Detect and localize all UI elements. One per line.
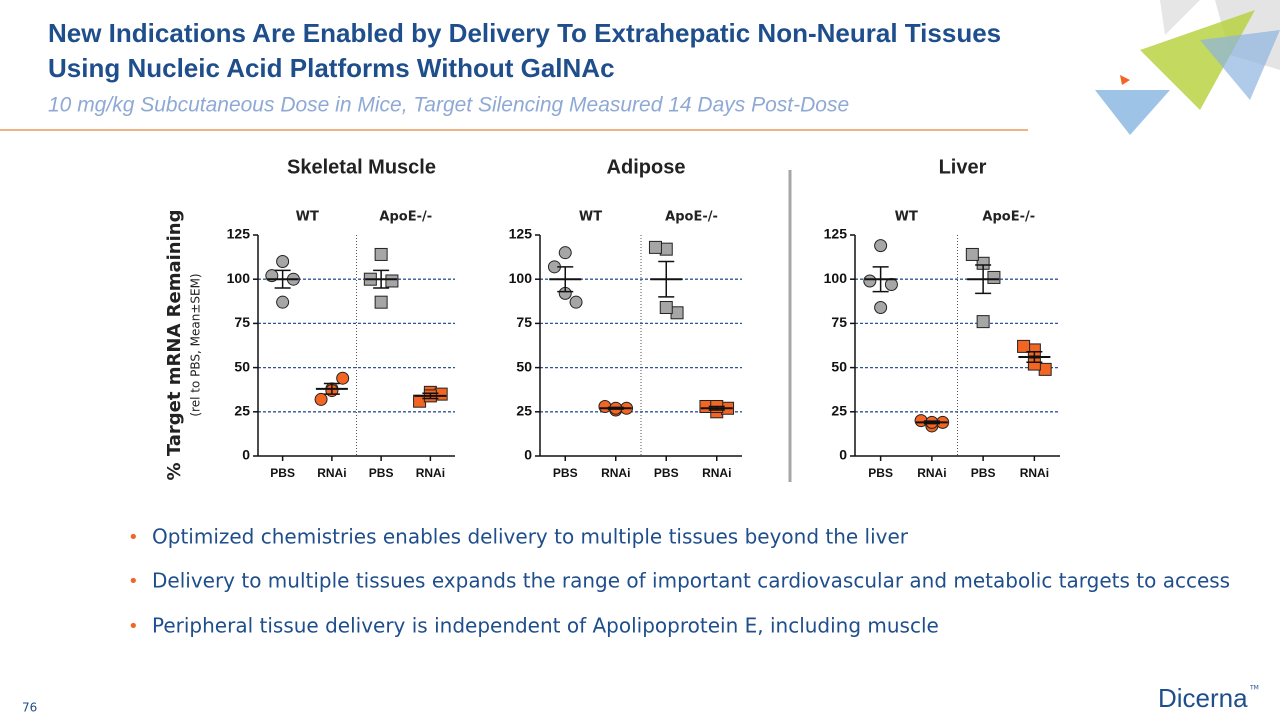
x-tick-label: RNAi [601,466,630,480]
panel-title: Skeletal Muscle [287,156,436,178]
y-tick-label: 75 [234,314,250,330]
bullet: Delivery to multiple tissues expands the… [152,569,1230,593]
bullet-dot: • [128,527,139,548]
y-axis-label: % Target mRNA Remaining [164,210,185,481]
data-point [976,315,990,329]
subtitle: 10 mg/kg Subcutaneous Dose in Mice, Targ… [48,94,849,117]
data-point [884,278,898,292]
x-tick-label: RNAi [702,466,731,480]
error-bar [872,266,889,293]
x-tick-label: PBS [270,466,295,480]
y-tick-label: 25 [234,403,250,419]
data-point [670,306,684,320]
x-tick-label: RNAi [416,466,445,480]
panel-title: Liver [939,156,987,178]
y-tick-label: 50 [831,358,847,374]
error-bar [323,382,340,395]
y-tick-label: 25 [516,403,532,419]
error-bar [557,266,574,293]
data-point [569,295,583,309]
y-tick-label: 125 [509,226,533,242]
x-tick-label: RNAi [1020,466,1049,480]
x-tick-label: PBS [971,466,996,480]
title: New Indications Are Enabled by Delivery … [48,18,1001,48]
error-bar [975,264,992,295]
x-tick-label: PBS [553,466,578,480]
bullet-dot: • [128,571,139,592]
y-tick-label: 100 [227,270,251,286]
group-label: WT [579,210,602,225]
panel-title: Adipose [607,156,686,178]
data-point [314,392,328,406]
y-axis-note: (rel to PBS, Mean±SEM) [189,273,203,416]
title: Using Nucleic Acid Platforms Without Gal… [48,53,615,83]
data-point [413,394,427,408]
x-tick-label: PBS [369,466,394,480]
bullet: Optimized chemistries enables delivery t… [152,525,909,549]
data-point [598,399,612,413]
y-tick-label: 100 [509,270,533,286]
data-point [659,242,673,256]
data-point [374,295,388,309]
x-tick-label: PBS [654,466,679,480]
y-tick-label: 0 [242,447,250,463]
y-tick-label: 50 [234,358,250,374]
error-bar [373,269,390,289]
error-bar [1026,350,1043,364]
bullet-dot: • [128,616,139,637]
data-point [374,247,388,261]
logo-mark: TM [1249,685,1259,692]
x-tick-label: PBS [868,466,893,480]
y-tick-label: 75 [516,314,532,330]
error-bar [422,392,439,400]
group-label: WT [895,210,918,225]
group-label: WT [296,210,319,225]
y-tick-label: 25 [831,403,847,419]
group-label: ApoE-/- [665,210,718,225]
data-point [1017,339,1031,353]
data-point [385,274,399,288]
data-point [863,274,877,288]
data-point [276,295,290,309]
error-bar [658,260,675,298]
error-bar [708,405,725,411]
data-point [648,240,662,254]
page-number: 76 [22,701,37,715]
group-label: ApoE-/- [982,210,1035,225]
x-tick-label: RNAi [317,466,346,480]
data-point [965,247,979,261]
group-label: ApoE-/- [379,210,432,225]
data-point [558,246,572,260]
y-tick-label: 0 [524,447,532,463]
decoration [1095,0,1280,135]
y-tick-label: 75 [831,314,847,330]
y-tick-label: 125 [227,226,251,242]
error-bar [923,420,940,425]
y-tick-label: 125 [824,226,848,242]
data-point [659,300,673,314]
error-bar [607,406,624,410]
y-tick-label: 100 [824,270,848,286]
bullets: • Optimized chemistries enables delivery… [128,525,1230,638]
data-point [987,270,1001,284]
error-bar [274,269,291,289]
logo: Dicerna [1158,683,1248,713]
y-tick-label: 50 [516,358,532,374]
data-point [1038,362,1052,376]
data-point [276,255,290,269]
data-point [336,371,350,385]
x-tick-label: RNAi [917,466,946,480]
bullet: Peripheral tissue delivery is independen… [152,614,939,638]
data-point [874,239,888,253]
y-tick-label: 0 [839,447,847,463]
data-point [874,300,888,314]
